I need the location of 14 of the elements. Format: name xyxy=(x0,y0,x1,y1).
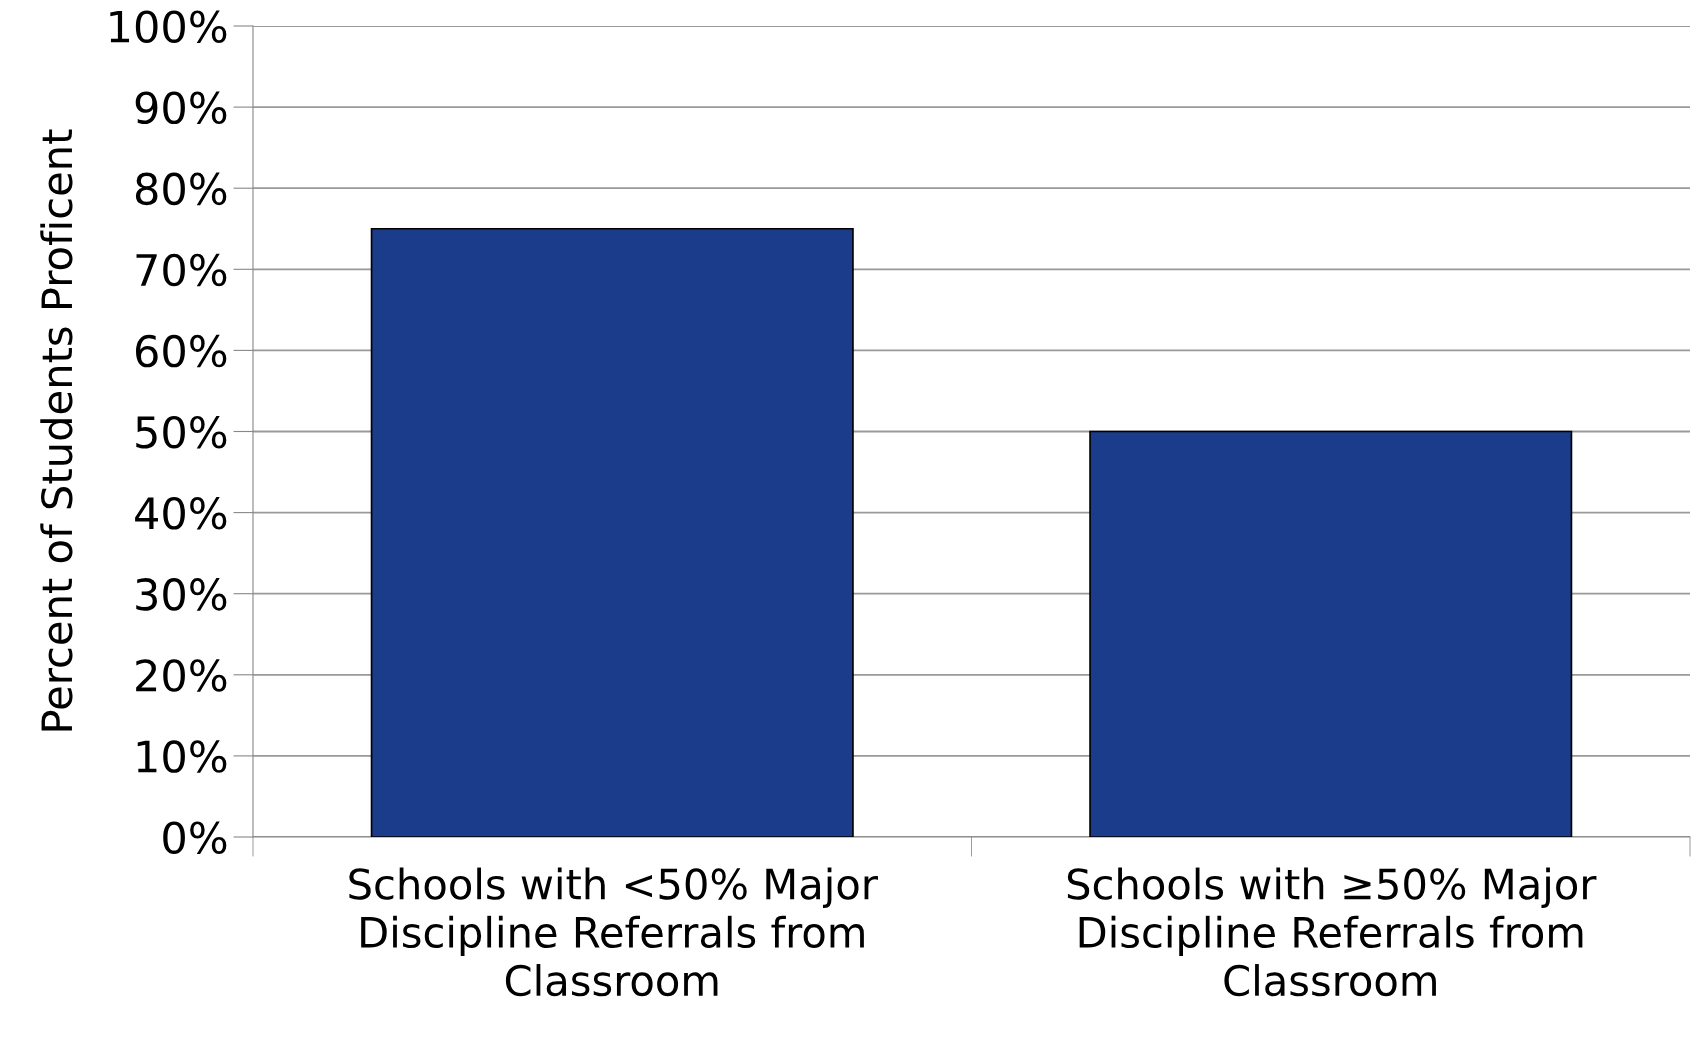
y-tick-label: 0% xyxy=(163,821,227,854)
x-tick-label: Schools with ≥50% Major Discipline Referrals from Classroom xyxy=(1067,867,1597,997)
y-tick-label: 90% xyxy=(135,91,227,125)
x-tick-label: Schools with <50% Major Discipline Referrals from Classroom xyxy=(349,867,878,997)
y-tick-label: 70% xyxy=(136,253,227,287)
y-tick-label: 50% xyxy=(136,415,227,449)
y-tick-label: 100% xyxy=(110,10,227,43)
y-tick-label: 80% xyxy=(135,172,227,206)
y-tick-label: 10% xyxy=(137,740,227,773)
y-axis-title: Percent of Students Proficent xyxy=(40,129,73,731)
y-tick-label: 60% xyxy=(136,334,227,368)
y-tick-label: 40% xyxy=(135,497,227,530)
y-tick-label: 30% xyxy=(136,578,227,611)
y-tick-label: 20% xyxy=(136,659,227,692)
